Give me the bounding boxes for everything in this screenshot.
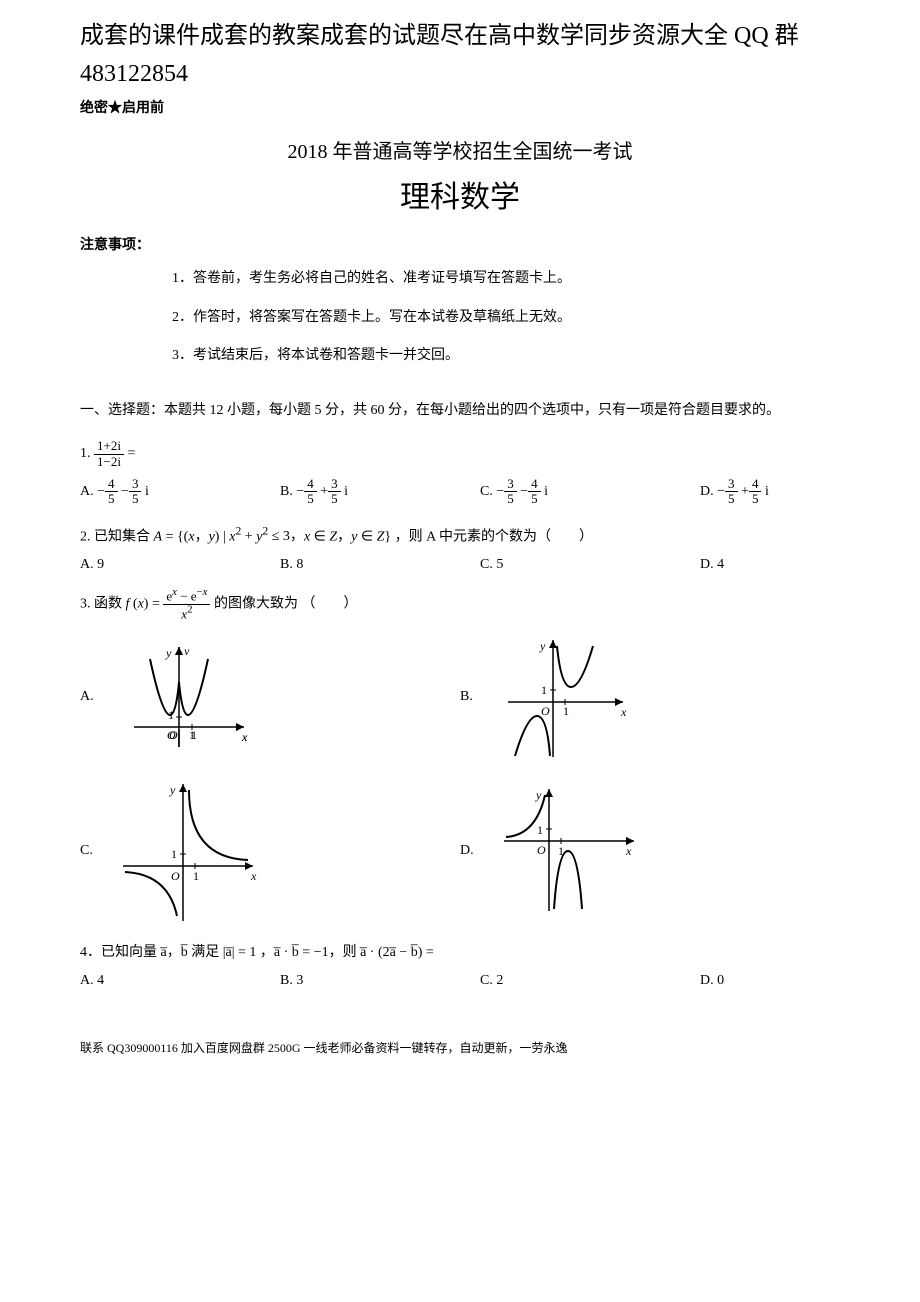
q1-fraction: 1+2i 1−2i (94, 439, 124, 469)
q3-label-a: A. (80, 689, 94, 705)
notice-item-3: 3．考试结束后，将本试卷和答题卡一并交回。 (172, 345, 840, 367)
q3-graph-row-2: C. O 1 x y 1 (80, 776, 840, 926)
svg-text:x: x (250, 869, 257, 883)
question-1: 1. 1+2i 1−2i = (80, 439, 840, 469)
q4-options: A. 4 B. 3 C. 2 D. 0 (80, 973, 840, 989)
q4-text: 4．已知向量 a̅，b̅ 满足 |a̅| = 1 ，a̅ · b̅ = −1，则… (80, 945, 434, 960)
graph-a-icon: O 1 1 x y (114, 637, 254, 757)
notice-item-1: 1．答卷前，考生务必将自己的姓名、准考证号填写在答题卡上。 (172, 268, 840, 290)
q1-option-d: D. −35 +45 i (700, 477, 860, 507)
q1-option-a: A. −45 −35 i (80, 477, 280, 507)
svg-text:y: y (169, 783, 176, 797)
q1-option-c: C. −35 −45 i (480, 477, 700, 507)
svg-text:O: O (167, 728, 176, 742)
q1-options: A. −45 −35 i B. −45 +35 i C. −35 −45 i D… (80, 477, 840, 507)
q3-graph-row-1: A. O 1 1 x y (80, 632, 840, 762)
q3-post: 的图像大致为 （ ） (214, 597, 358, 612)
svg-text:O: O (541, 704, 550, 718)
q1-label: 1. (80, 446, 91, 461)
svg-text:x: x (241, 730, 248, 744)
secret-label: 绝密★启用前 (80, 97, 840, 117)
graph-b-icon: O 1 x y 1 (493, 632, 633, 762)
q2-option-d: D. 4 (700, 557, 860, 573)
q4-option-b: B. 3 (280, 973, 480, 989)
graph-d-icon: O 1 x y 1 O 1 x y (494, 781, 644, 921)
q3-label-b: B. (460, 689, 473, 705)
svg-text:y: y (165, 646, 172, 660)
q3-label-c: C. (80, 843, 93, 859)
exam-title: 2018 年普通高等学校招生全国统一考试 (80, 135, 840, 164)
svg-text:1: 1 (537, 823, 543, 837)
section-1-heading: 一、选择题：本题共 12 小题，每小题 5 分，共 60 分，在每小题给出的四个… (80, 397, 840, 425)
svg-text:1: 1 (171, 847, 177, 861)
svg-text:x: x (620, 705, 627, 719)
svg-text:1: 1 (193, 869, 199, 883)
question-2: 2. 已知集合 A = {(x，y) | x2 + y2 ≤ 3，x ∈ Z，y… (80, 521, 840, 550)
svg-text:1: 1 (191, 728, 197, 742)
q1-option-b: B. −45 +35 i (280, 477, 480, 507)
svg-text:1: 1 (563, 704, 569, 718)
svg-text:x: x (625, 844, 632, 858)
subject-title: 理科数学 (80, 172, 840, 216)
svg-text:y: y (535, 788, 542, 802)
q4-option-a: A. 4 (80, 973, 280, 989)
svg-text:y: y (539, 639, 546, 653)
svg-text:1: 1 (541, 683, 547, 697)
header-line-2: 483122854 (80, 58, 840, 92)
question-3: 3. 函数 f (x) = ex − e−x x2 的图像大致为 （ ） (80, 587, 840, 621)
q2-option-b: B. 8 (280, 557, 480, 573)
q4-option-c: C. 2 (480, 973, 700, 989)
q2-options: A. 9 B. 8 C. 5 D. 4 (80, 557, 840, 573)
q3-option-d-cell: D. O 1 x y 1 (460, 781, 840, 921)
q2-option-a: A. 9 (80, 557, 280, 573)
q2-mid: ，则 A 中元素的个数为（ ） (395, 529, 593, 544)
notice-label: 注意事项： (80, 234, 840, 254)
notice-item-2: 2．作答时，将答案写在答题卡上。写在本试卷及草稿纸上无效。 (172, 307, 840, 329)
question-4: 4．已知向量 a̅，b̅ 满足 |a̅| = 1 ，a̅ · b̅ = −1，则… (80, 940, 840, 965)
q3-pre: 3. 函数 (80, 597, 126, 612)
q3-option-a-cell: A. O 1 1 x y (80, 637, 460, 757)
graph-c-icon: O 1 x y 1 (113, 776, 263, 926)
svg-text:O: O (537, 843, 546, 857)
q2-pre: 2. 已知集合 (80, 529, 154, 544)
svg-text:O: O (171, 869, 180, 883)
footer-text: 联系 QQ309000116 加入百度网盘群 2500G 一线老师必备资料一键转… (80, 1039, 840, 1056)
q3-option-b-cell: B. O 1 x y 1 (460, 632, 840, 762)
q2-option-c: C. 5 (480, 557, 700, 573)
q3-label-d: D. (460, 843, 474, 859)
q4-option-d: D. 0 (700, 973, 860, 989)
q3-option-c-cell: C. O 1 x y 1 (80, 776, 460, 926)
header-line-1: 成套的课件成套的教案成套的试题尽在高中数学同步资源大全 QQ 群 (80, 20, 840, 54)
page-container: 成套的课件成套的教案成套的试题尽在高中数学同步资源大全 QQ 群 4831228… (0, 0, 920, 1096)
